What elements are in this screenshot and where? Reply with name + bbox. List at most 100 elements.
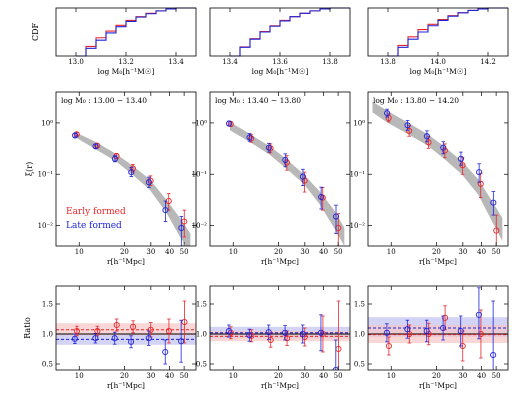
data-point: [490, 199, 497, 206]
x-tick-label: 10: [75, 248, 84, 256]
data-point: [128, 338, 135, 345]
data-point: [225, 327, 232, 335]
x-tick-label: 20: [120, 248, 129, 256]
xi-axes: [209, 91, 351, 247]
x-tick-label: 10: [75, 372, 84, 380]
y-tick-label: 1.0: [354, 331, 365, 339]
data-point: [147, 177, 154, 184]
cdf-1-panel: 13.0 13.2 13.4 log M₀[h⁻¹M☉] CDF: [31, 7, 197, 76]
y-tick-label: 10⁻²: [350, 222, 366, 230]
ratio-1-panel: 10 20 30 40 50 0.5 1.0 1.5 r[h⁻¹Mpc] Ratio: [23, 285, 197, 390]
data-point: [493, 227, 500, 234]
data-point: [130, 323, 137, 330]
x-tick-label: 10: [229, 372, 238, 380]
x-tick-label: 20: [432, 248, 441, 256]
data-point: [318, 193, 325, 201]
ratio-2-panel: 10 20 30 40 50 0.5 1.0 1.5 r[h⁻¹Mpc]: [196, 285, 351, 390]
x-tick-label: 20: [120, 372, 129, 380]
data-point: [226, 120, 233, 127]
x-tick-label: 13.8: [380, 58, 396, 66]
x-tick-label: 40: [477, 372, 486, 380]
mass-bin-annotation: log M₀ : 13.40 − 13.80: [215, 96, 301, 105]
y-tick-label: 10⁰: [195, 119, 207, 127]
data-point: [246, 332, 253, 339]
x-tick-label: 50: [180, 372, 189, 380]
data-point: [73, 327, 80, 335]
data-point: [282, 156, 289, 163]
data-point: [227, 329, 234, 336]
x-tick-label: 40: [165, 372, 174, 380]
xi-y-axis-label: ξ(r): [25, 162, 34, 176]
data-point: [332, 213, 340, 220]
cdf-x-axis-label: log M₀[h⁻¹M☉]: [98, 67, 155, 76]
data-point: [425, 330, 432, 338]
data-point: [145, 179, 152, 186]
x-tick-label: 10: [229, 248, 238, 256]
cdf-axes: [367, 7, 509, 57]
model-band: [75, 132, 191, 246]
data-point: [476, 169, 483, 176]
x-tick-label: 20: [274, 372, 283, 380]
cdf-x-axis-label: log M₀[h⁻¹M☉]: [410, 67, 467, 76]
x-tick-label: 50: [334, 248, 343, 256]
xi-x-axis-label: r[h⁻¹Mpc]: [419, 257, 457, 266]
data-point: [284, 335, 291, 342]
data-point: [162, 207, 169, 214]
ratio-axes: [367, 285, 509, 371]
plot-area: [226, 120, 345, 246]
x-tick-label: 40: [477, 248, 486, 256]
xi-x-axis-label: r[h⁻¹Mpc]: [107, 257, 145, 266]
ratio-axes: [209, 285, 351, 371]
y-tick-label: 1.5: [42, 301, 53, 309]
data-point: [384, 110, 391, 117]
x-tick-label: 30: [300, 248, 309, 256]
data-point: [72, 132, 79, 139]
xi-x-axis-label: r[h⁻¹Mpc]: [261, 257, 299, 266]
data-point: [128, 169, 135, 176]
cdf-step-line: [230, 7, 350, 57]
legend-late-formed: Late formed: [66, 221, 122, 231]
data-point: [145, 335, 152, 342]
ratio-x-axis-label: r[h⁻¹Mpc]: [419, 381, 457, 390]
y-tick-label: 1.5: [196, 301, 207, 309]
data-point: [299, 173, 306, 180]
cdf-y-axis-label: CDF: [31, 23, 40, 42]
xi-1-panel: 10 20 30 40 50 10⁻² 10⁻¹ 10⁰ log M₀ : 13.00 − 13…: [25, 91, 197, 266]
cdf-2-panel: 13.4 13.6 13.8 log M₀[h⁻¹M☉]: [209, 7, 351, 76]
data-point: [113, 321, 120, 329]
data-point: [92, 143, 99, 150]
data-point: [477, 330, 484, 338]
x-tick-label: 13.4: [168, 58, 184, 66]
early-formed-band: [56, 323, 196, 336]
data-point: [92, 335, 99, 342]
xi-axes: [55, 91, 197, 247]
data-point: [246, 134, 253, 141]
cdf-axes: [209, 7, 351, 57]
data-point: [457, 155, 464, 162]
x-tick-label: 13.6: [272, 58, 288, 66]
cdf-step-line: [76, 7, 196, 57]
data-point: [423, 133, 430, 140]
data-point: [440, 324, 447, 332]
x-tick-label: 50: [492, 372, 501, 380]
ratio-axes: [55, 285, 197, 371]
ratio-y-axis-label: Ratio: [23, 317, 32, 339]
x-tick-label: 13.4: [222, 58, 238, 66]
x-tick-label: 50: [492, 248, 501, 256]
y-tick-label: 10⁻¹: [38, 171, 54, 179]
data-point: [385, 342, 392, 350]
y-tick-label: 0.5: [196, 361, 207, 369]
data-point: [440, 144, 447, 151]
data-point: [423, 327, 430, 335]
cdf-step-line: [388, 7, 508, 57]
data-point: [457, 327, 464, 335]
data-point: [317, 329, 324, 336]
legend-early-formed: Early formed: [66, 207, 126, 217]
data-point: [147, 326, 154, 333]
x-tick-label: 30: [458, 372, 467, 380]
ratio-x-axis-label: r[h⁻¹Mpc]: [261, 381, 299, 390]
x-tick-label: 40: [319, 372, 328, 380]
model-band: [229, 121, 345, 246]
data-point: [129, 165, 136, 172]
x-tick-label: 14.2: [480, 58, 496, 66]
